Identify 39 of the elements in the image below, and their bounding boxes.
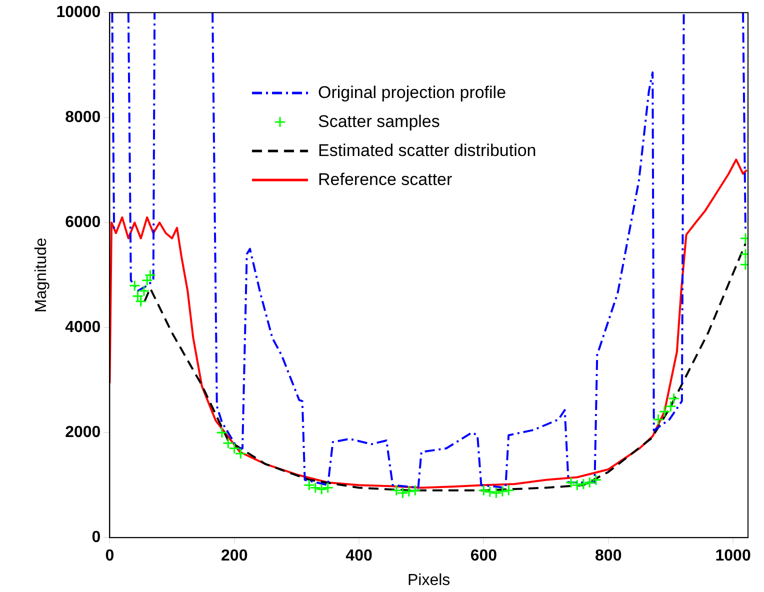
point bbox=[216, 426, 228, 438]
point bbox=[478, 484, 490, 496]
point bbox=[141, 274, 153, 286]
legend-label: Scatter samples bbox=[318, 112, 440, 132]
x-tick-label: 400 bbox=[346, 548, 372, 565]
point bbox=[496, 486, 508, 498]
legend-label: Reference scatter bbox=[318, 170, 452, 190]
point bbox=[138, 285, 150, 297]
point bbox=[584, 476, 596, 488]
point bbox=[322, 482, 334, 494]
point bbox=[403, 486, 415, 498]
x-tick-label: 1000 bbox=[715, 548, 751, 565]
point bbox=[664, 400, 676, 412]
point bbox=[578, 478, 590, 490]
legend-label: Estimated scatter distribution bbox=[318, 140, 536, 160]
x-tick-label: 200 bbox=[221, 548, 248, 565]
point bbox=[652, 414, 664, 426]
x-axis-title: Pixels bbox=[408, 572, 450, 589]
point bbox=[658, 406, 670, 418]
point bbox=[590, 474, 602, 486]
point bbox=[128, 280, 140, 292]
y-axis-title: Magnitude bbox=[33, 238, 50, 312]
point bbox=[490, 487, 502, 499]
y-tick-label: 0 bbox=[92, 529, 101, 546]
y-tick-label: 6000 bbox=[65, 214, 101, 232]
x-tick-label: 600 bbox=[470, 548, 498, 565]
x-tick-label: 800 bbox=[595, 548, 622, 565]
y-tick-label: 2000 bbox=[65, 424, 101, 442]
y-tick-label: 10000 bbox=[56, 4, 101, 22]
point bbox=[409, 484, 421, 496]
point bbox=[144, 269, 156, 281]
y-tick-label: 8000 bbox=[65, 109, 101, 126]
y-tick-label: 4000 bbox=[65, 319, 101, 336]
point bbox=[502, 484, 514, 496]
point bbox=[316, 484, 328, 496]
legend-label: Original projection profile bbox=[318, 82, 506, 102]
point bbox=[668, 392, 680, 404]
x-tick-label: 0 bbox=[105, 548, 114, 565]
point bbox=[484, 486, 496, 498]
